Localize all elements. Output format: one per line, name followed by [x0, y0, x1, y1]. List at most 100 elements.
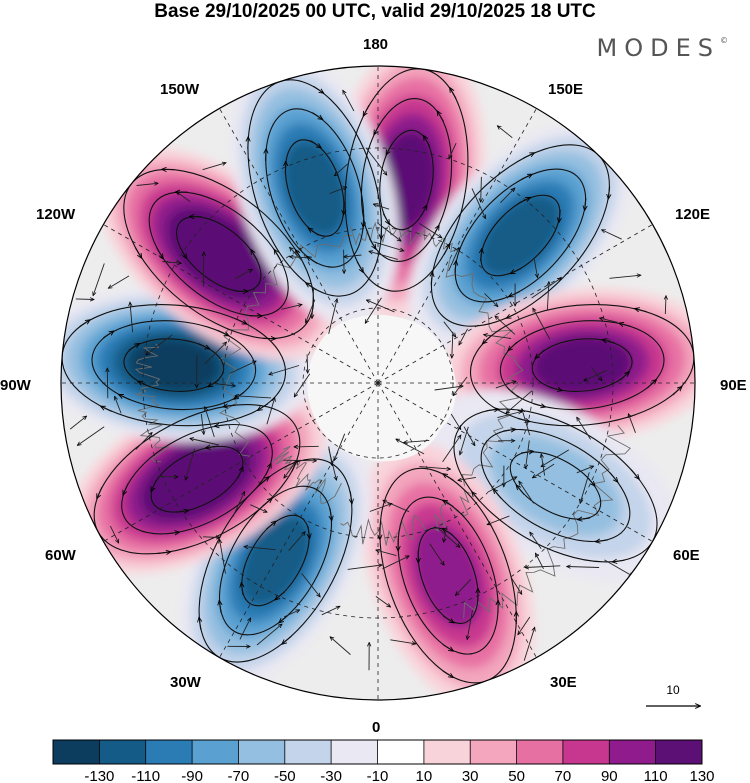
colorbar-swatch: [377, 740, 425, 764]
wind-arrow: [262, 149, 269, 162]
wind-arrow: [609, 275, 641, 279]
wind-arrow: [266, 519, 275, 530]
longitude-label-30w: 30W: [170, 674, 201, 691]
meridian-line: [103, 224, 379, 384]
wind-arrow: [283, 610, 299, 618]
wind-arrow: [306, 281, 317, 291]
colorbar-swatches: [52, 739, 703, 765]
wind-arrow: [109, 525, 118, 543]
wind-arrow: [138, 381, 150, 388]
wind-arrow: [443, 244, 450, 256]
wind-arrow: [330, 637, 351, 655]
wind-arrow: [450, 261, 462, 273]
circulation-cell: [344, 68, 469, 292]
wind-arrow: [239, 618, 251, 640]
colorbar-tick-label: -110: [131, 768, 160, 783]
longitude-label-120w: 120W: [36, 206, 76, 223]
wind-arrow: [432, 225, 439, 237]
meridian-line: [219, 382, 379, 658]
wind-arrow: [325, 508, 336, 520]
coastline: [134, 343, 170, 463]
wind-arrow: [420, 205, 427, 217]
anomaly-lobe: [442, 288, 695, 442]
wind-arrow: [340, 202, 347, 214]
wind-arrow: [186, 448, 196, 480]
wind-arrow: [443, 526, 454, 536]
wind-arrow: [613, 556, 625, 567]
wind-arrow: [115, 397, 122, 414]
wind-arrow: [386, 143, 393, 155]
wind-arrow: [602, 230, 622, 240]
wind-arrow: [600, 318, 618, 323]
wind-arrow: [672, 387, 682, 396]
wind-arrow: [467, 610, 473, 639]
wind-arrow: [205, 407, 215, 438]
colorbar-tick-label: 50: [508, 768, 525, 783]
wind-arrow: [497, 412, 522, 419]
wind-arrow: [448, 248, 459, 272]
wind-arrow: [78, 426, 105, 446]
wind-arrow: [146, 334, 173, 355]
wind-arrow: [484, 335, 512, 339]
colorbar-tick-label: -30: [320, 768, 342, 783]
anomaly-lobe: [408, 121, 632, 350]
wind-arrow: [498, 126, 513, 139]
wind-arrow: [232, 492, 245, 517]
wind-arrow: [328, 446, 332, 466]
circulation-cell: [353, 467, 542, 684]
wind-arrow: [603, 339, 615, 344]
colorbar-swatch: [331, 740, 378, 764]
wind-arrow: [630, 469, 641, 479]
wind-arrow: [94, 486, 103, 498]
colorbar-tick-label: -70: [228, 768, 250, 783]
wind-arrow: [258, 403, 269, 411]
wind-arrow: [619, 322, 632, 328]
wind-arrow: [376, 527, 384, 539]
wind-arrow: [369, 238, 377, 248]
wind-arrow: [577, 418, 591, 440]
wind-arrow: [103, 330, 114, 339]
colorbar-swatch: [609, 740, 656, 764]
wind-arrow: [394, 538, 402, 551]
colorbar-tick-label: 90: [601, 768, 618, 783]
wind-arrow: [365, 147, 387, 175]
wind-arrow: [328, 299, 337, 335]
wind-arrow: [128, 343, 139, 351]
wind-arrow: [329, 187, 347, 194]
wind-arrow: [130, 303, 134, 333]
wind-arrow: [284, 461, 297, 478]
wind-arrow: [442, 644, 453, 653]
wind-arrow: [450, 413, 460, 429]
meridian-line: [377, 224, 653, 384]
wind-arrow: [367, 300, 395, 313]
coastline: [445, 257, 524, 487]
wind-arrow: [523, 150, 534, 159]
wind-arrow: [203, 537, 219, 538]
wind-arrow: [521, 447, 533, 458]
wind-vector-layer: [61, 68, 695, 684]
wind-arrow: [281, 305, 301, 310]
wind-arrow: [177, 192, 191, 202]
wind-arrow: [456, 578, 472, 595]
wind-arrow: [442, 670, 453, 679]
wind-arrow: [234, 270, 252, 280]
colorbar-swatch: [53, 740, 100, 764]
wind-arrow: [512, 612, 520, 625]
wind-arrow: [495, 381, 516, 389]
wind-arrow: [508, 341, 518, 350]
wind-arrow: [438, 528, 460, 547]
wind-arrow: [434, 386, 463, 391]
wind-arrow: [135, 433, 152, 450]
wind-arrow: [383, 500, 410, 513]
wind-arrow: [344, 255, 362, 257]
wind-arrow: [250, 504, 266, 512]
wind-arrow: [136, 183, 158, 186]
wind-arrow: [346, 491, 357, 503]
wind-arrow: [248, 250, 258, 261]
wind-arrow: [580, 472, 590, 503]
wind-arrow: [475, 249, 487, 262]
wind-arrow: [531, 278, 561, 299]
wind-arrow: [481, 176, 482, 202]
wind-arrow: [436, 111, 444, 122]
